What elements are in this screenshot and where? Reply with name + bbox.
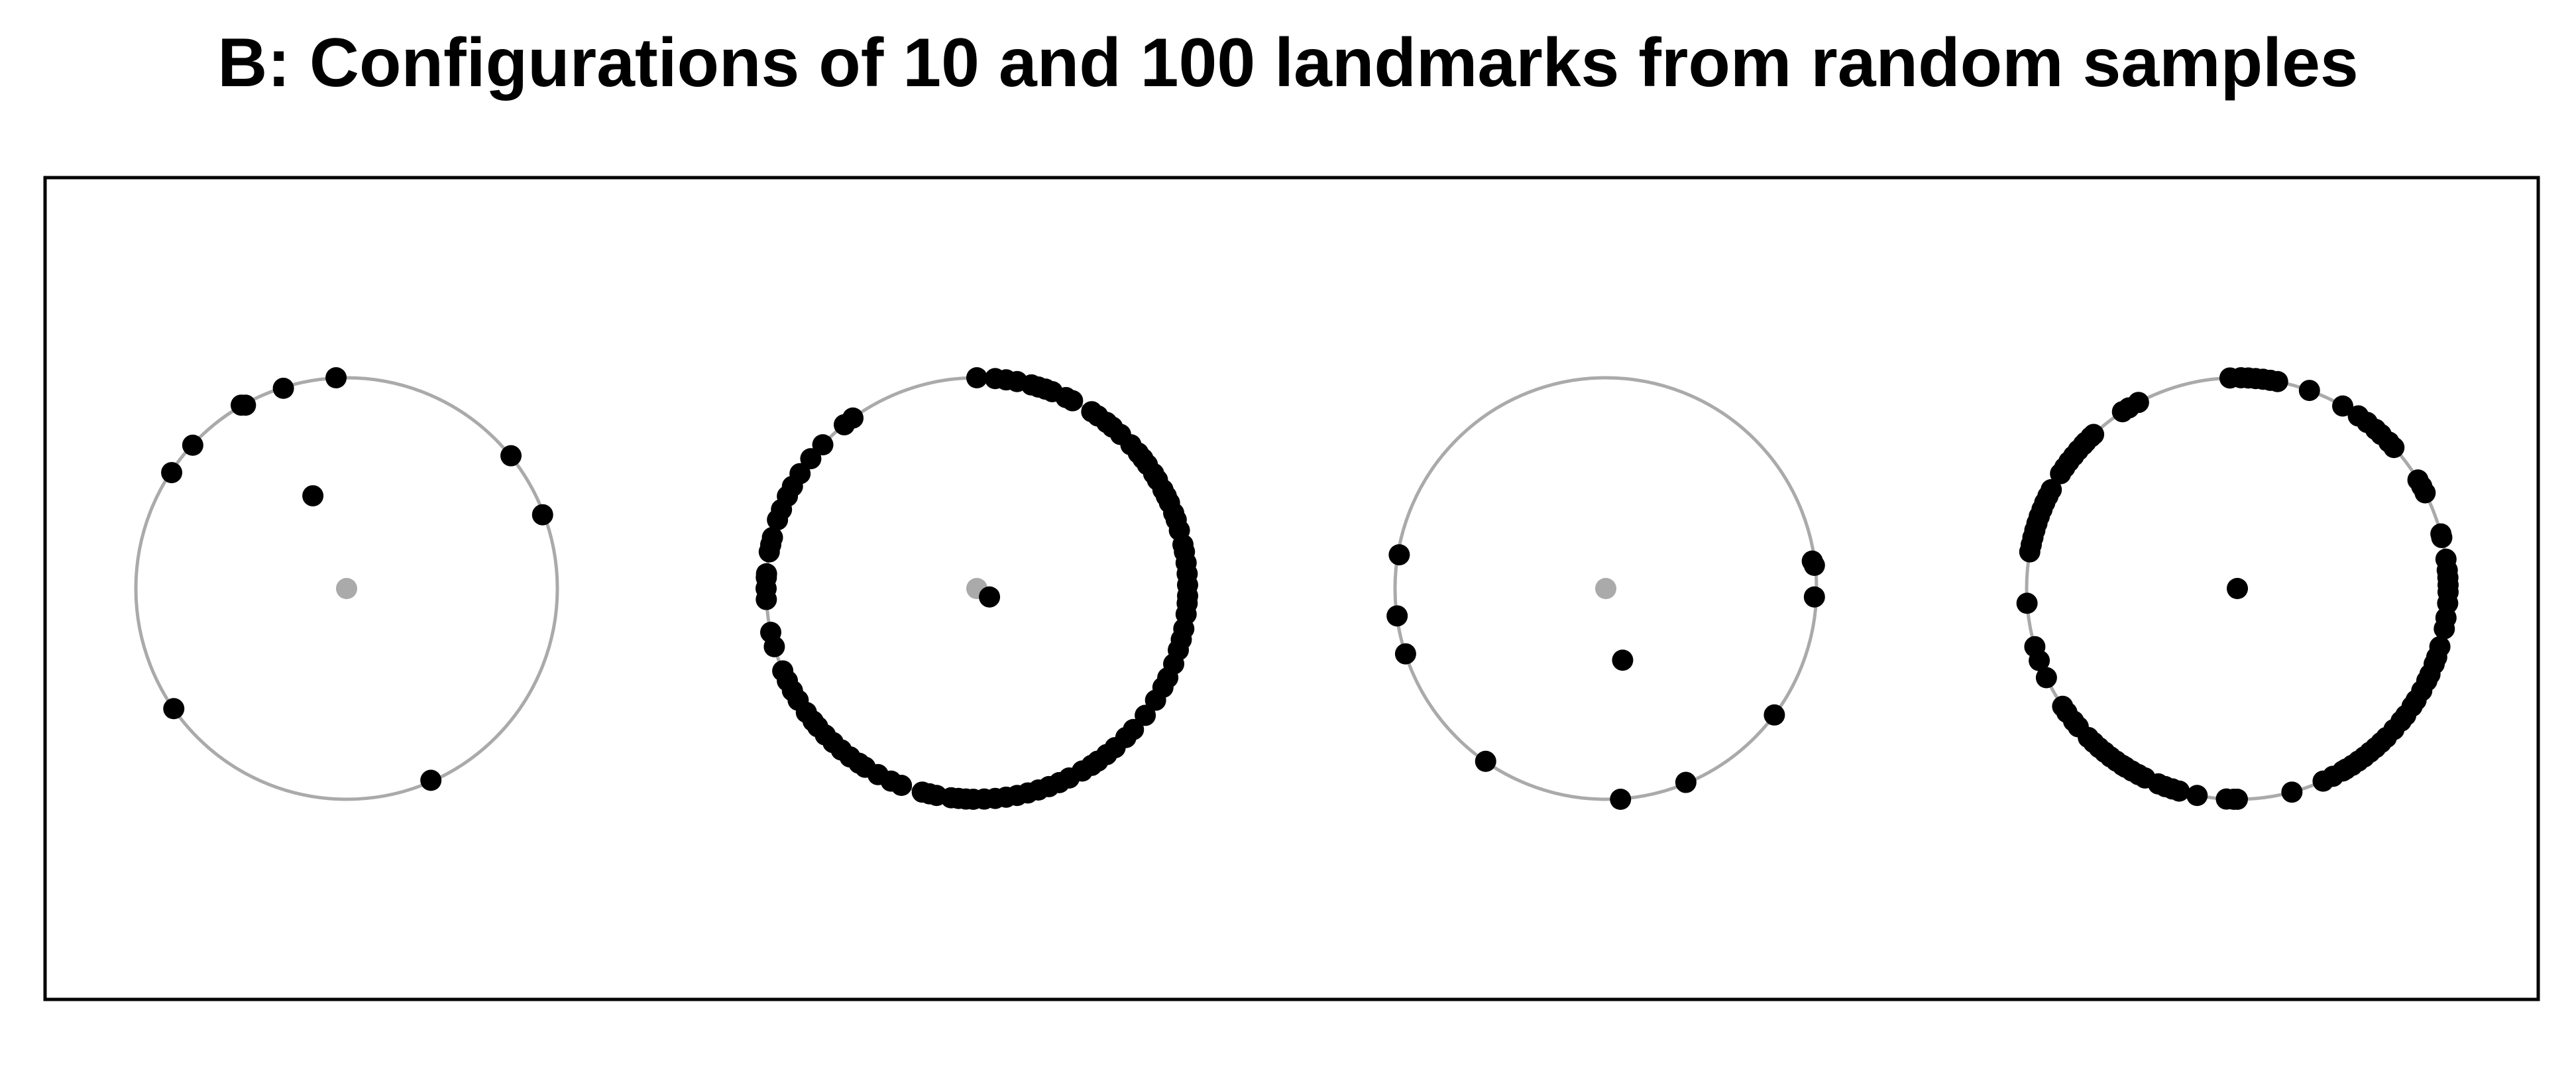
landmark-point	[2332, 395, 2353, 417]
mean-point	[302, 485, 324, 507]
landmark-point	[1801, 550, 1823, 572]
mean-point	[979, 586, 1001, 608]
landmark-point	[1675, 771, 1697, 793]
landmark-point	[2431, 527, 2453, 549]
landmark-point	[163, 698, 185, 720]
landmark-point	[2052, 695, 2074, 717]
chart-title: B: Configurations of 10 and 100 landmark…	[217, 25, 2359, 101]
landmark-point	[2024, 636, 2046, 657]
landmark-point	[2215, 788, 2237, 810]
landmark-point	[420, 769, 442, 791]
landmark-point	[2083, 423, 2105, 445]
landmark-point	[1610, 789, 1632, 810]
mean-point	[2227, 578, 2248, 599]
landmark-point	[231, 394, 252, 416]
landmark-point	[756, 563, 777, 585]
mean-point	[1612, 649, 1634, 671]
panel-4	[2016, 367, 2459, 810]
landmark-point	[2281, 781, 2303, 803]
landmark-point	[761, 527, 783, 549]
plot-frame	[43, 176, 2540, 1001]
landmark-point	[812, 434, 834, 456]
landmark-point	[2041, 479, 2062, 500]
landmark-point	[2016, 592, 2038, 614]
reference-center-point	[336, 578, 357, 599]
landmark-point	[1475, 750, 1496, 772]
landmark-point	[2383, 437, 2405, 459]
landmark-point	[1394, 643, 1416, 665]
landmark-point	[800, 448, 822, 470]
landmark-point	[1145, 689, 1166, 711]
panel-2	[756, 367, 1198, 810]
landmark-point	[161, 462, 183, 484]
reference-center-point	[1595, 578, 1616, 599]
landmark-point	[1764, 704, 1785, 726]
panel-1	[134, 367, 559, 801]
panel-3	[1386, 376, 1825, 810]
landmark-point	[2298, 380, 2320, 402]
landmark-point	[1062, 390, 1084, 412]
landmark-point	[182, 434, 203, 456]
landmark-point	[966, 367, 987, 388]
landmark-point	[2127, 392, 2149, 414]
landmark-point	[2312, 770, 2334, 792]
landmark-point	[911, 781, 933, 803]
landmark-point	[1803, 586, 1825, 608]
landmark-point	[2267, 370, 2288, 392]
landmark-point	[2434, 618, 2455, 640]
landmark-point	[2414, 482, 2436, 504]
landmark-point	[2035, 667, 2057, 689]
landmark-point	[842, 407, 864, 429]
landmark-point	[759, 622, 781, 644]
landmark-point	[1388, 544, 1410, 566]
panels-layer	[134, 367, 2459, 810]
landmark-point	[500, 445, 522, 467]
landmark-point	[1135, 705, 1156, 726]
landmark-point	[325, 367, 347, 388]
landmark-point	[789, 463, 811, 484]
landmark-point	[1386, 605, 1408, 627]
landmark-point	[772, 660, 794, 682]
landmark-point	[532, 504, 553, 526]
landmark-point	[2186, 785, 2208, 807]
landmark-point	[272, 377, 294, 399]
